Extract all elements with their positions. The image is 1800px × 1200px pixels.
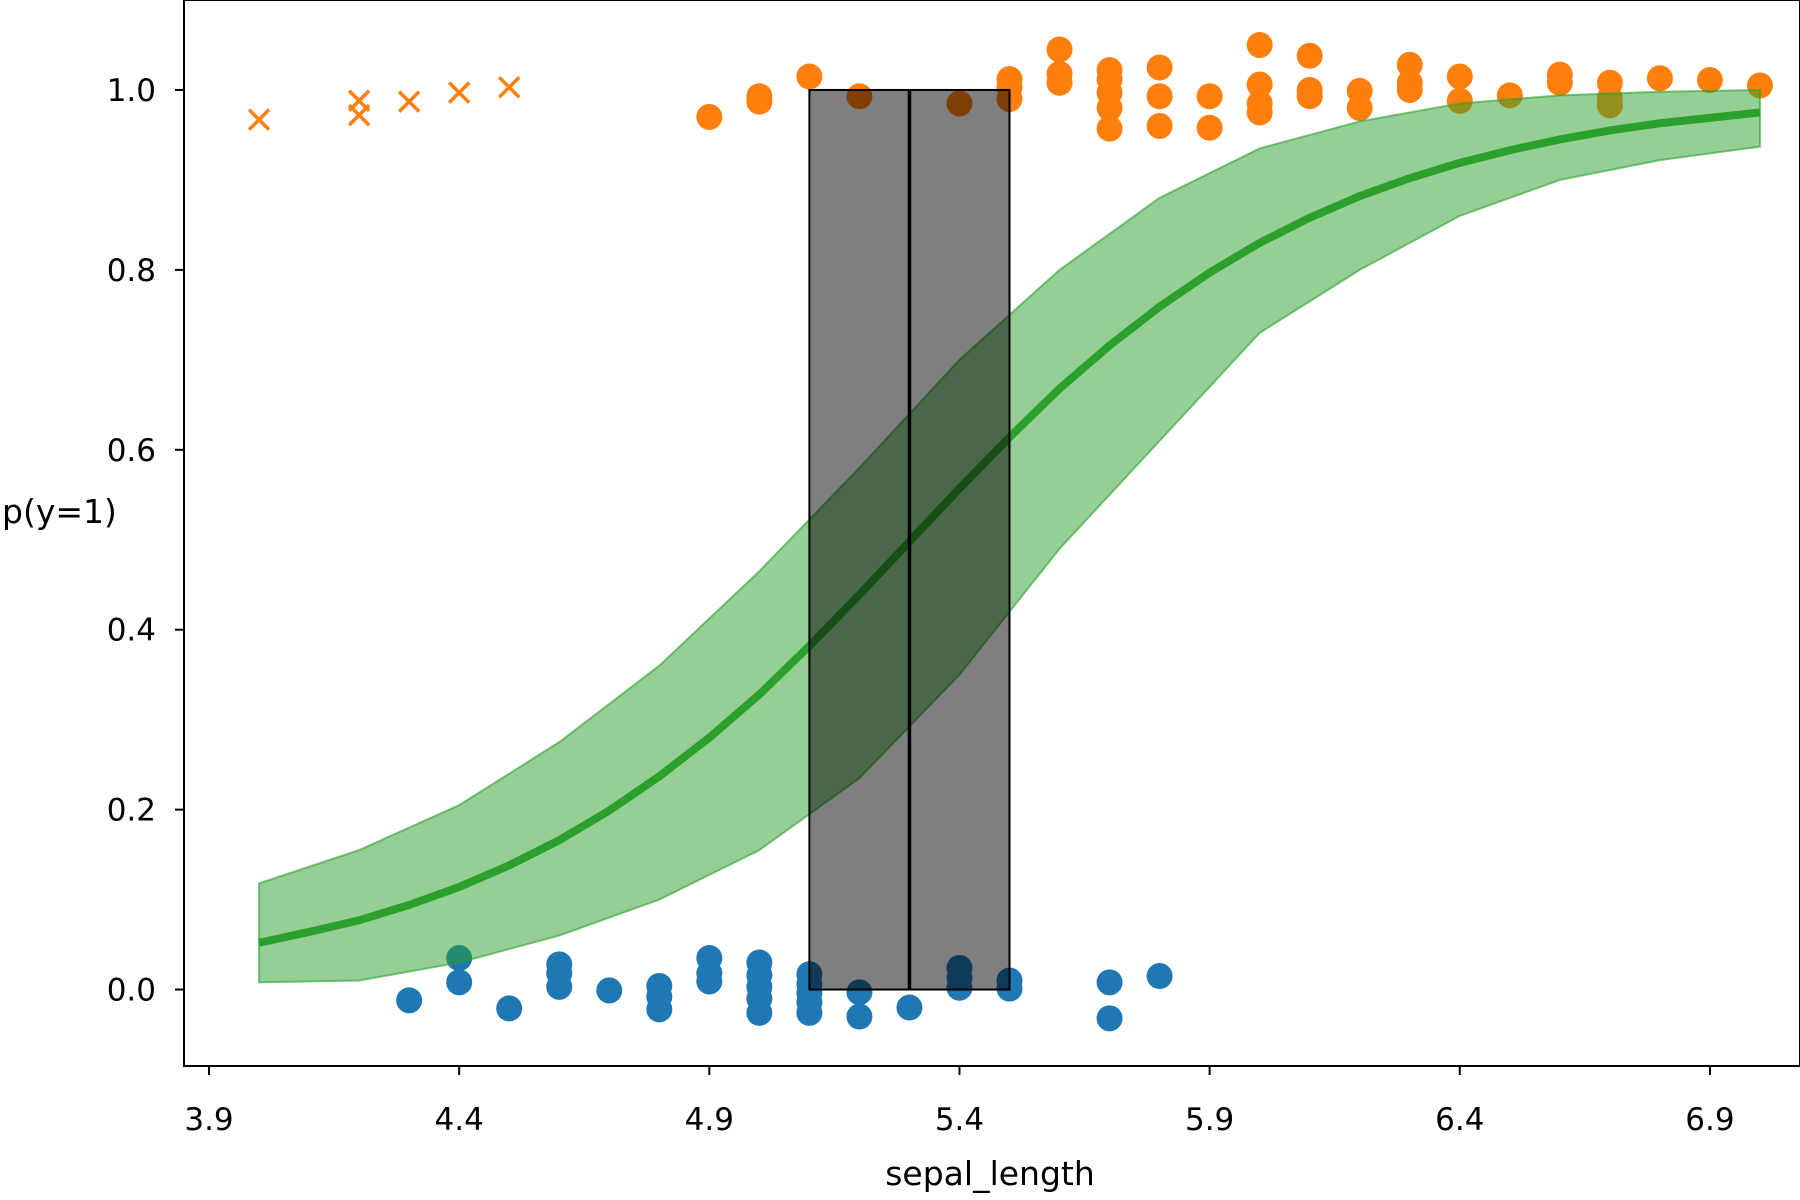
class1-x-marker [347, 89, 371, 112]
class1-point [1146, 83, 1173, 110]
plot-content [247, 31, 1773, 1032]
class0-point [1096, 1005, 1123, 1032]
y-axis-label: p(y=1) [2, 492, 117, 531]
class1-x-marker [247, 108, 271, 131]
class1-point [1646, 65, 1673, 92]
x-tick-label: 5.9 [1185, 1102, 1234, 1138]
x-tick-label: 6.9 [1685, 1102, 1734, 1138]
y-tick-label: 0.2 [107, 793, 156, 829]
class1-point [1196, 114, 1223, 141]
class1-x-marker [397, 90, 421, 113]
class1-point [1546, 61, 1573, 88]
class0-point [846, 1003, 873, 1030]
class1-point [1046, 36, 1073, 63]
x-axis-label: sepal_length [885, 1154, 1095, 1193]
class1-point [1396, 51, 1423, 78]
class1-x-marker [497, 76, 521, 99]
class1-point [696, 103, 723, 130]
x-tick-label: 5.4 [935, 1102, 984, 1138]
decision-boundary-interval [808, 88, 1011, 991]
class1-point [1246, 90, 1273, 117]
plot-frame [183, 0, 1800, 1067]
class1-point [1446, 63, 1473, 90]
class0-point [1146, 963, 1173, 990]
y-tick-label: 1.0 [107, 73, 156, 109]
class1-point [1346, 77, 1373, 104]
x-tick-label: 4.9 [685, 1102, 734, 1138]
class0-point [896, 994, 923, 1021]
x-axis-ticks: 3.9 4.4 4.9 5.4 5.9 6.4 6.9 [184, 1066, 1735, 1138]
class0-point [746, 949, 773, 976]
class1-point [1246, 31, 1273, 58]
class1-point [1396, 69, 1423, 96]
class0-point [446, 969, 473, 996]
class1-point [1296, 76, 1323, 103]
class0-point [696, 945, 723, 972]
class1-point [1146, 112, 1173, 139]
class1-point [996, 66, 1023, 93]
class1-point [1696, 67, 1723, 94]
class0-point [596, 977, 623, 1004]
y-axis-ticks: 0.0 0.2 0.4 0.6 0.8 1.0 [107, 73, 184, 1009]
class1-x-marker [447, 81, 471, 104]
y-tick-label: 0.6 [107, 433, 156, 469]
class1-point [1046, 60, 1073, 87]
y-tick-label: 0.4 [107, 613, 156, 649]
x-tick-label: 4.4 [435, 1102, 484, 1138]
class1-point [1146, 54, 1173, 81]
y-tick-label: 0.8 [107, 253, 156, 289]
class0-point [496, 995, 523, 1022]
class0-point [646, 972, 673, 999]
class1-point [746, 83, 773, 110]
class1-point [1196, 83, 1223, 110]
class0-point [546, 951, 573, 978]
class0-point [396, 987, 423, 1014]
class0-point [1096, 969, 1123, 996]
class1-point [1096, 115, 1123, 142]
y-tick-label: 0.0 [107, 973, 156, 1009]
x-tick-label: 6.4 [1435, 1102, 1484, 1138]
class1-point [1246, 71, 1273, 98]
class1-point [796, 63, 823, 90]
class1-point [1296, 42, 1323, 69]
class1-point [1096, 57, 1123, 84]
x-tick-label: 3.9 [184, 1102, 233, 1138]
class1-point [1596, 69, 1623, 96]
